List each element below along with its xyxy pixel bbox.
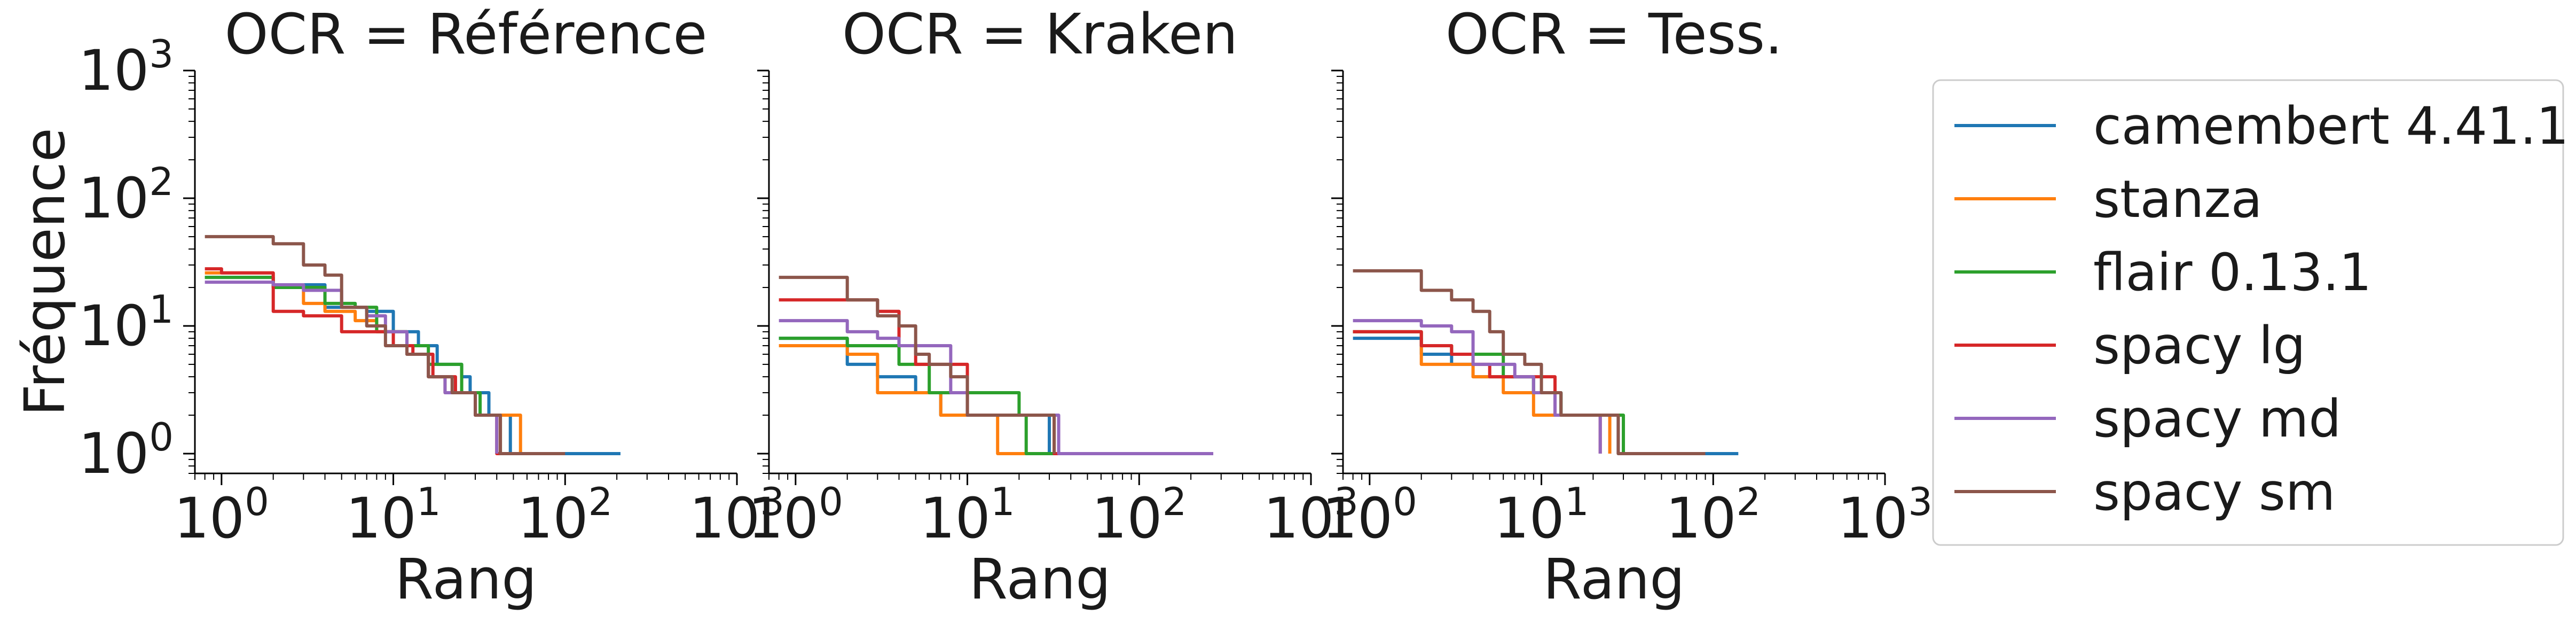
series-line-stanza [205, 271, 522, 454]
x-tick-label: 103 [689, 479, 784, 551]
legend-label: flair 0.13.1 [2093, 243, 2371, 302]
x-axis-label: Rang [395, 547, 537, 612]
series-line-flair-0-13-1 [779, 337, 1088, 455]
x-axis-label: Rang [969, 547, 1111, 612]
y-tick-label: 101 [78, 287, 174, 359]
legend-label: spacy lg [2093, 316, 2306, 376]
panel-2: 100 101 102 103 OCR = Kraken Rang [748, 2, 1358, 612]
x-tick-label: 100 [1322, 479, 1417, 551]
series-line-flair-0-13-1 [1353, 330, 1625, 454]
series-line-spacy-lg [1353, 330, 1602, 454]
series-line-spacy-lg [205, 267, 506, 455]
legend-label: spacy sm [2093, 462, 2335, 522]
legend-label: camembert 4.41.1 [2093, 96, 2569, 156]
x-tick-label: 101 [345, 479, 441, 551]
x-tick-label: 100 [748, 479, 843, 551]
series-line-stanza [1353, 330, 1612, 454]
series-line-camembert-4-41-1 [779, 337, 1169, 455]
x-tick-label: 103 [1263, 479, 1358, 551]
x-tick-label: 103 [1837, 479, 1933, 551]
panel-3: 100 101 102 103 OCR = Tess. Rang [1322, 2, 1933, 612]
panel-title: OCR = Référence [225, 2, 708, 67]
legend: camembert 4.41.1 stanza flair 0.13.1 spacy … [1932, 79, 2569, 546]
legend-frame [1932, 79, 2564, 546]
series-line-spacy-sm [779, 276, 1056, 454]
x-tick-label: 100 [174, 479, 269, 551]
x-tick-label: 102 [1666, 479, 1761, 551]
series-line-stanza [779, 344, 1113, 455]
x-tick-label: 101 [1494, 479, 1589, 551]
x-tick-label: 101 [920, 479, 1015, 551]
series-line-spacy-md [1353, 319, 1602, 454]
y-tick-label: 103 [78, 32, 174, 103]
x-tick-label: 102 [517, 479, 612, 551]
y-axis-label: Fréquence [12, 128, 77, 416]
legend-label: spacy md [2093, 389, 2341, 449]
series-line-spacy-sm [205, 235, 566, 455]
series-line-flair-0-13-1 [205, 276, 527, 455]
y-tick-label: 102 [78, 159, 174, 231]
legend-label: stanza [2093, 169, 2263, 229]
panel-title: OCR = Tess. [1446, 2, 1782, 67]
series-line-camembert-4-41-1 [205, 276, 621, 455]
x-tick-label: 102 [1091, 479, 1187, 551]
series-line-spacy-sm [1353, 269, 1706, 455]
y-tick-label: 100 [78, 415, 174, 486]
panel-1: 100 101 102 103 100 101 102 103 OCR = Référence R… [12, 2, 784, 612]
x-axis-label: Rang [1543, 547, 1685, 612]
panel-title: OCR = Kraken [842, 2, 1238, 67]
series-line-camembert-4-41-1 [1353, 337, 1739, 455]
